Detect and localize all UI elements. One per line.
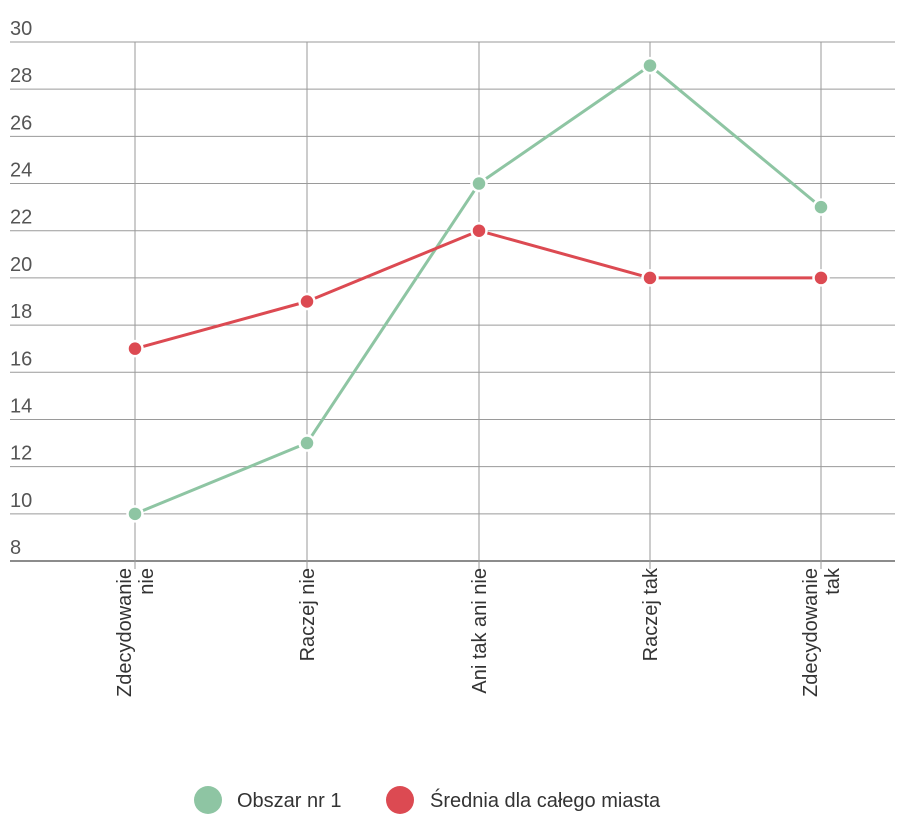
y-tick-label: 28: [10, 65, 32, 87]
x-category-label: tak: [822, 567, 844, 595]
y-tick-label: 8: [10, 537, 21, 559]
y-tick-label: 30: [10, 18, 32, 40]
x-category-label: nie: [136, 568, 158, 595]
data-point: [470, 221, 488, 240]
y-tick-label: 18: [10, 301, 32, 323]
data-point: [812, 269, 830, 287]
data-point: [298, 292, 316, 311]
x-axis-categories: Zdecydowanie nie Raczej nie Ani tak ani nie…: [114, 567, 844, 697]
y-tick-label: 16: [10, 348, 32, 370]
grid: [10, 41, 895, 569]
y-axis-ticks: 8 10 12 14 16 18 20 22 24 26 28 30: [10, 18, 32, 559]
series-line-2: [134, 229, 821, 351]
data-point: [470, 174, 488, 193]
data-point: [812, 198, 830, 216]
y-tick-label: 22: [10, 207, 32, 229]
x-category-label: Ani tak ani nie: [469, 568, 491, 694]
legend-swatch: [194, 786, 222, 814]
y-tick-label: 14: [10, 395, 32, 417]
data-point: [641, 56, 659, 75]
legend-label: Średnia dla całego miasta: [430, 788, 661, 812]
data-point: [641, 269, 659, 287]
legend-swatch: [386, 786, 414, 814]
series-line-1: [134, 64, 822, 516]
x-category-label: Raczej nie: [297, 568, 319, 661]
legend-label: Obszar nr 1: [237, 790, 341, 812]
data-point: [126, 339, 144, 358]
y-tick-label: 20: [10, 254, 32, 276]
y-tick-label: 26: [10, 112, 32, 134]
y-tick-label: 12: [10, 443, 32, 465]
legend: Obszar nr 1 Średnia dla całego miasta: [194, 786, 661, 814]
x-category-label: Zdecydowanie: [114, 568, 136, 697]
y-tick-label: 10: [10, 490, 32, 512]
data-point: [126, 505, 144, 523]
data-point: [298, 434, 316, 452]
x-category-label: Raczej tak: [640, 567, 662, 661]
series-lines: [126, 56, 830, 523]
x-category-label: Zdecydowanie: [800, 568, 822, 697]
y-tick-label: 24: [10, 160, 32, 182]
